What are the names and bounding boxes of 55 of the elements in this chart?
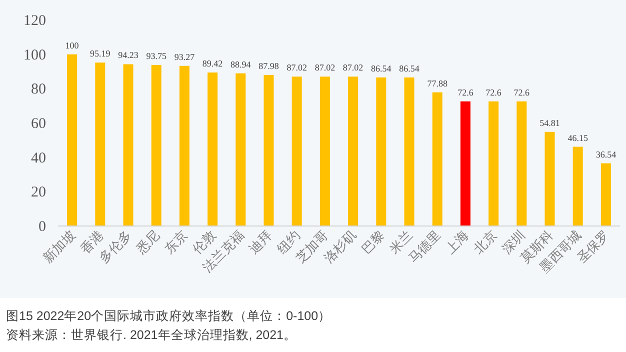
data-label: 93.27 xyxy=(174,52,196,62)
bar xyxy=(95,62,106,226)
bar xyxy=(516,101,527,226)
bar xyxy=(432,92,442,226)
data-label: 77.88 xyxy=(427,78,448,88)
bar xyxy=(179,66,190,226)
data-label: 54.81 xyxy=(540,118,560,128)
data-label: 36.54 xyxy=(596,149,617,160)
data-label: 88.94 xyxy=(230,59,252,70)
bar xyxy=(600,163,611,226)
data-label: 87.02 xyxy=(342,62,364,73)
data-label: 72.6 xyxy=(458,87,474,98)
y-tick-label: 60 xyxy=(31,116,46,132)
bar xyxy=(488,101,499,226)
bar xyxy=(376,77,386,226)
data-label: 100 xyxy=(65,40,80,50)
data-label: 89.42 xyxy=(202,58,223,68)
y-tick-label: 0 xyxy=(38,219,46,235)
data-label: 86.54 xyxy=(399,63,420,74)
y-tick-label: 20 xyxy=(31,184,46,201)
y-tick-label: 80 xyxy=(31,82,46,98)
data-label: 72.6 xyxy=(514,87,530,98)
bar xyxy=(292,76,302,226)
x-tick-label: 悉尼 xyxy=(132,228,162,258)
data-label: 87.02 xyxy=(286,62,307,73)
bar xyxy=(151,65,162,226)
y-tick-label: 100 xyxy=(24,47,46,64)
data-label: 46.15 xyxy=(568,132,588,143)
bar xyxy=(572,146,583,226)
x-tick-label: 巴黎 xyxy=(358,228,388,257)
bar xyxy=(404,77,414,226)
x-tick-label: 上海 xyxy=(442,228,472,257)
bar xyxy=(236,73,246,226)
bar xyxy=(460,101,470,226)
x-tick-label: 迪拜 xyxy=(246,228,275,257)
y-tick-label: 120 xyxy=(24,13,46,29)
x-tick-label: 东京 xyxy=(162,228,191,257)
text: 资料来源：世界银行. 2021年全球治理指数, 2021。 xyxy=(6,328,297,342)
data-label: 72.6 xyxy=(486,87,502,98)
bar xyxy=(320,76,330,226)
bar xyxy=(123,64,134,226)
data-label: 93.75 xyxy=(146,51,167,62)
bar xyxy=(67,54,78,226)
x-tick-label: 北京 xyxy=(470,228,500,257)
data-label: 95.19 xyxy=(90,48,111,59)
caption: 图15 2022年20个国际城市政府效率指数（单位：0-100） xyxy=(6,308,332,323)
data-label: 87.98 xyxy=(258,60,280,71)
bar xyxy=(208,72,218,226)
bar xyxy=(264,74,274,226)
bar xyxy=(544,132,555,226)
y-tick-label: 40 xyxy=(31,150,46,166)
data-label: 94.23 xyxy=(118,50,139,60)
bar xyxy=(348,76,358,226)
data-label: 86.54 xyxy=(371,63,392,74)
data-label: 87.02 xyxy=(314,62,336,73)
